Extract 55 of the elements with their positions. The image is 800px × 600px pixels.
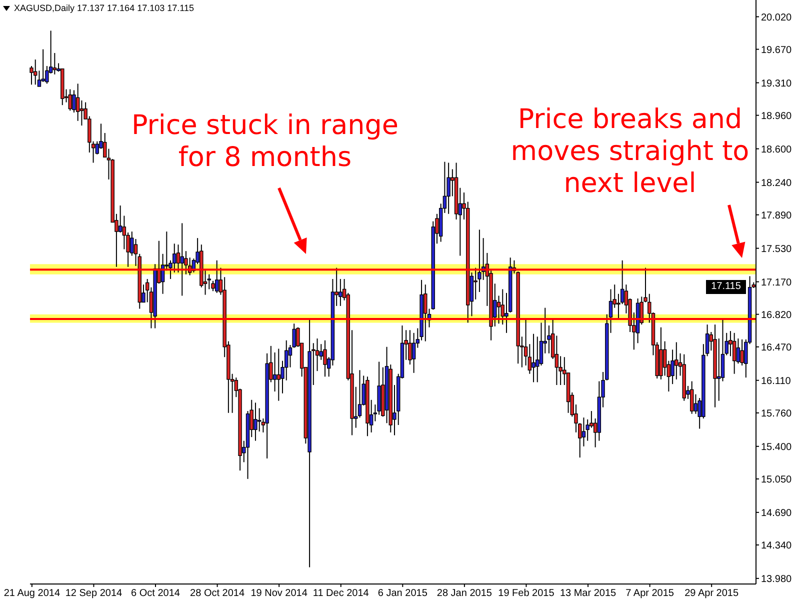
y-tick-label: 16.470: [761, 342, 792, 354]
y-tick-label: 15.400: [761, 442, 792, 453]
x-tick-label: 28 Jan 2015: [436, 588, 492, 600]
candlestick: [732, 332, 736, 374]
candlestick: [272, 352, 277, 392]
y-tick-label: 18.240: [761, 178, 792, 189]
x-tick-label: 29 Apr 2015: [684, 588, 739, 600]
candlestick: [532, 333, 536, 383]
candlestick: [80, 100, 84, 126]
x-tick-label: 19 Nov 2014: [250, 588, 308, 600]
candlestick: [582, 417, 586, 447]
x-tick-label: 13 Mar 2015: [560, 588, 617, 600]
chart-title: XAGUSD,Daily 17.137 17.164 17.103 17.115: [14, 3, 194, 13]
x-tick-label: 6 Jan 2015: [378, 588, 428, 600]
candlestick: [412, 332, 416, 374]
x-tick-label: 12 Sep 2014: [65, 588, 123, 600]
candlestick: [674, 342, 678, 380]
y-tick-label: 15.760: [761, 408, 792, 420]
x-tick-label: 28 Oct 2014: [190, 588, 245, 600]
x-tick-label: 19 Feb 2015: [498, 588, 555, 600]
x-tick-label: 6 Oct 2014: [131, 588, 180, 600]
candlestick: [257, 408, 262, 432]
y-tick-label: 19.670: [761, 44, 792, 56]
y-tick-label: 20.020: [761, 12, 792, 24]
y-tick-label: 17.890: [761, 210, 792, 222]
x-tick-label: 11 Dec 2014: [312, 588, 370, 600]
y-tick-label: 16.820: [761, 310, 792, 321]
y-tick-label: 17.170: [761, 277, 792, 288]
y-tick-label: 14.690: [761, 508, 792, 519]
y-tick-label: 18.960: [761, 110, 792, 122]
y-tick-label: 17.530: [761, 244, 792, 255]
candlestick: [254, 402, 258, 442]
x-tick-label: 21 Aug 2014: [4, 588, 60, 600]
candlestick: [690, 380, 694, 414]
candlestick: [52, 52, 57, 75]
y-tick-label: 14.340: [761, 540, 792, 552]
candlestick: [68, 88, 72, 112]
annotation: 17.115: [706, 280, 746, 294]
y-tick-label: 13.980: [761, 574, 792, 585]
candlestick: [323, 340, 327, 378]
candlestick: [446, 162, 450, 214]
candlestick: [76, 83, 80, 122]
candlestick: [694, 394, 698, 414]
annotation: Price stuck in range for 8 months: [130, 110, 400, 174]
candlestick: [424, 284, 428, 342]
y-tick-label: 16.110: [761, 376, 792, 387]
annotation: Price breaks and moves straight to next level: [510, 104, 750, 199]
y-tick-label: 19.310: [761, 78, 792, 90]
candlestick: [180, 222, 184, 296]
candlestick: [215, 260, 219, 294]
x-tick-label: 7 Apr 2015: [626, 588, 674, 600]
candlestick: [740, 338, 744, 366]
y-tick-label: 18.600: [761, 144, 792, 156]
candlestick: [276, 348, 280, 402]
y-tick-label: 15.050: [761, 474, 792, 486]
